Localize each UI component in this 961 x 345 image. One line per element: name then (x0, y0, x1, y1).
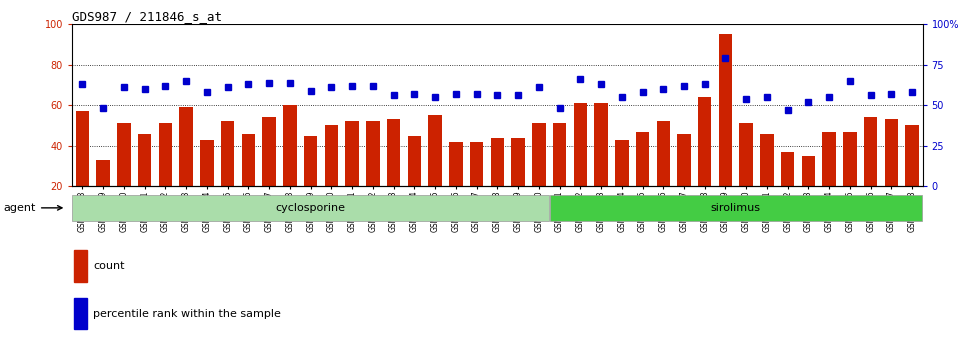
Bar (843, 131, 856, 227)
Bar (200, 140, 213, 227)
Bar (159, 124, 172, 227)
Bar (345, 121, 358, 227)
Text: cyclosporine: cyclosporine (276, 203, 346, 213)
Bar (366, 121, 380, 227)
Bar (864, 117, 877, 227)
Bar (594, 103, 607, 227)
Bar (180, 107, 193, 227)
Bar (550, 195, 923, 221)
Bar (885, 119, 899, 227)
Text: count: count (93, 261, 125, 271)
Text: GDS987 / 211846_s_at: GDS987 / 211846_s_at (72, 10, 222, 23)
Bar (470, 142, 483, 227)
Bar (823, 131, 836, 227)
Bar (656, 121, 670, 227)
Bar (221, 121, 234, 227)
Bar (74, 298, 87, 329)
Bar (72, 195, 549, 221)
Bar (325, 126, 338, 227)
Bar (76, 111, 89, 227)
Bar (760, 134, 774, 227)
Bar (283, 105, 297, 227)
Text: sirolimus: sirolimus (711, 203, 761, 213)
Bar (96, 160, 110, 227)
Bar (429, 115, 442, 227)
Bar (449, 142, 462, 227)
Text: percentile rank within the sample: percentile rank within the sample (93, 309, 281, 318)
Bar (74, 250, 87, 282)
Bar (698, 97, 711, 227)
Bar (387, 119, 401, 227)
Bar (781, 152, 795, 227)
Bar (574, 103, 587, 227)
Bar (407, 136, 421, 227)
Bar (117, 124, 131, 227)
Bar (801, 156, 815, 227)
Bar (490, 138, 505, 227)
Bar (262, 117, 276, 227)
Bar (905, 126, 919, 227)
Bar (740, 124, 753, 227)
Bar (532, 124, 546, 227)
Bar (304, 136, 317, 227)
Bar (636, 131, 650, 227)
Bar (615, 140, 628, 227)
Bar (241, 134, 255, 227)
Bar (553, 124, 566, 227)
Bar (678, 134, 691, 227)
Bar (138, 134, 152, 227)
Text: agent: agent (4, 203, 62, 213)
Bar (511, 138, 525, 227)
Bar (719, 34, 732, 227)
